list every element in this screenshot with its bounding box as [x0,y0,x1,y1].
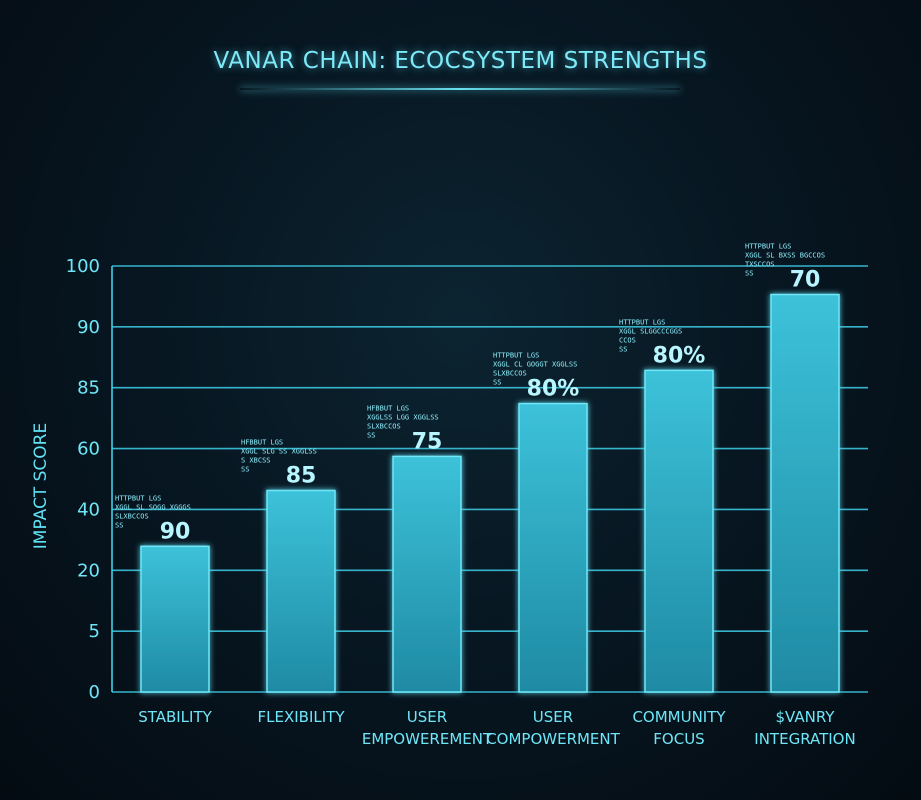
y-tick-label: 85 [77,378,100,399]
title-underline [240,88,680,90]
x-category-label: INTEGRATION [754,730,855,748]
y-tick-label: 40 [77,499,100,520]
bar-value-label: 75 [412,429,443,454]
grid-lines [111,265,868,693]
bar-value-label: 80% [527,377,580,402]
bar-annotation-line: CCOS [619,336,636,344]
bar-annotation-line: HTTPBUT LGS [619,318,665,326]
y-tick-label: 5 [89,621,100,642]
bar-annotation-line: S XBCSS [241,457,271,465]
bar-annotation-line: SLXBCCOS [115,512,149,520]
bar-annotation-line: HFBBUT LGS [241,439,283,447]
bar-annotation-line: HFBBUT LGS [367,404,409,412]
bar-annotation-line: SS [619,345,627,353]
x-category-label: FLEXIBILITY [258,708,346,726]
bars [140,293,840,693]
x-category-label: USER [533,708,573,726]
bar [770,293,840,693]
bar [140,545,210,693]
y-tick-label: 60 [77,439,100,460]
bar-annotation-line: SS [367,431,375,439]
bar-annotation-line: XGGL SLG SS XGGLSS [241,448,317,456]
bar-annotation-line: XGGL SL SOGG XGGGS [115,503,191,511]
bar-annotation-line: XGGL SLGGCCCGGS [619,327,682,335]
bar-value-label: 70 [790,268,821,293]
chart-title-wrap: VANAR CHAIN: ECOCSYSTEM STRENGTHS [0,48,921,86]
x-category-label: EMPOWEREMENT [362,730,493,748]
bar [518,402,588,693]
x-category-label: $VANRY [776,708,836,726]
bar-annotation-line: HTTPBUT LGS [115,494,161,502]
x-category-label: FOCUS [653,730,704,748]
bar-value-label: 90 [160,519,191,544]
chart-title: VANAR CHAIN: ECOCSYSTEM STRENGTHS [213,48,708,74]
x-category-label: STABILITY [138,708,212,726]
bar-annotation-line: XGGL SL BXSS BGCCOS [745,252,825,260]
bar-annotation-line: XGGLSS LGG XGGLSS [367,413,439,421]
bar-annotation-line: SLXBCCOS [367,422,401,430]
bar-annotation-line: SS [241,466,249,474]
x-category-label: USER [407,708,447,726]
y-tick-label: 0 [89,682,100,703]
bar [644,369,714,693]
bar-value-label: 85 [286,464,317,489]
y-tick-label: 90 [77,317,100,338]
bar-annotation-line: SS [493,379,501,387]
y-axis-label: IMPACT SCORE [31,423,51,549]
x-category-label: COMPOWERMENT [486,730,620,748]
bar [266,489,336,693]
bar-annotation-line: HTTPBUT LGS [745,243,791,251]
bar-annotation-line: XGGL CL GOGGT XGGLSS [493,361,577,369]
bar [392,455,462,693]
bar-value-label: 80% [653,343,706,368]
bar-annotation-line: HTTPBUT LGS [493,352,539,360]
y-tick-label: 100 [66,256,100,277]
bar-annotation-line: SS [115,521,123,529]
bar-annotation-line: SS [745,270,753,278]
y-tick-label: 20 [77,560,100,581]
bar-annotation-line: SLXBCCOS [493,370,527,378]
bar-annotation-line: TXSCCOS [745,261,775,269]
x-category-label: COMMUNITY [632,708,726,726]
